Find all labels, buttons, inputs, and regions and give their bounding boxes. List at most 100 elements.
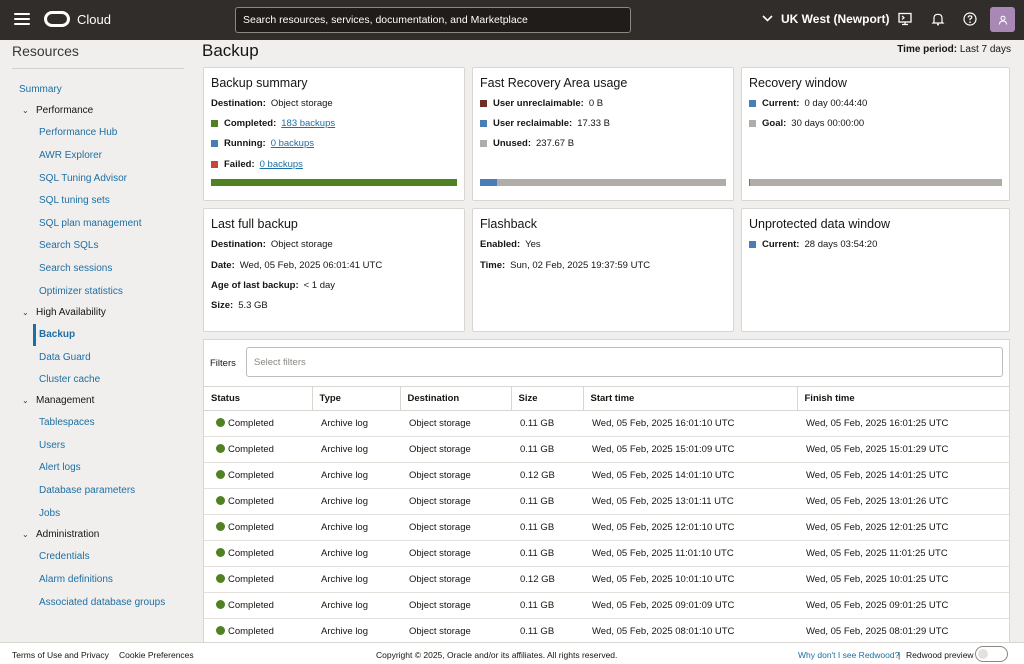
sidebar-item-sql-plan-management[interactable]: SQL plan management xyxy=(39,218,142,229)
cell-finish-time: Wed, 05 Feb, 2025 09:01:25 UTC xyxy=(797,592,1009,619)
sidebar-item-alert-logs[interactable]: Alert logs xyxy=(39,462,81,473)
sidebar-item-tablespaces[interactable]: Tablespaces xyxy=(39,417,95,428)
cell-start-time: Wed, 05 Feb, 2025 14:01:10 UTC xyxy=(583,462,797,489)
backup-summary-card: Backup summary Destination: Object stora… xyxy=(203,67,465,201)
status-label: Completed xyxy=(228,444,274,455)
cell-size: 0.11 GB xyxy=(511,410,583,437)
cell-size: 0.11 GB xyxy=(511,488,583,515)
time-row: Time: Sun, 02 Feb, 2025 19:37:59 UTC xyxy=(480,260,651,271)
chevron-down-icon xyxy=(762,14,773,25)
footer-separator: | xyxy=(898,650,901,660)
legend-swatch xyxy=(749,120,756,127)
cell-status: Completed xyxy=(204,488,312,515)
sidebar-item-search-sessions[interactable]: Search sessions xyxy=(39,263,113,274)
completed-backups-link[interactable]: 183 backups xyxy=(281,118,336,129)
time-period-label: Time period: xyxy=(897,44,958,55)
global-search-input[interactable]: Search resources, services, documentatio… xyxy=(235,7,631,33)
table-row[interactable]: Completed Archive log Object storage 0.11 G… xyxy=(204,592,1009,619)
unprotected-data-window-card: Unprotected data window Current: 28 days… xyxy=(741,208,1010,332)
sidebar-item-sql-tuning-advisor[interactable]: SQL Tuning Advisor xyxy=(39,173,128,184)
cell-size: 0.11 GB xyxy=(511,618,583,642)
column-header-destination[interactable]: Destination xyxy=(400,386,512,411)
help-icon[interactable] xyxy=(963,12,979,28)
sidebar-item-cluster-cache[interactable]: Cluster cache xyxy=(39,374,101,385)
column-header-size[interactable]: Size xyxy=(511,386,584,411)
legend-swatch xyxy=(749,100,756,107)
filters-input[interactable]: Select filters xyxy=(246,347,1003,377)
sidebar-item-sql-tuning-sets[interactable]: SQL tuning sets xyxy=(39,195,110,206)
table-row[interactable]: Completed Archive log Object storage 0.11 G… xyxy=(204,410,1009,437)
sidebar-item-backup[interactable]: Backup xyxy=(39,329,76,340)
recovery-window-bar xyxy=(749,179,1002,186)
redwood-preview-toggle[interactable] xyxy=(975,646,1008,662)
cell-destination: Object storage xyxy=(400,566,511,593)
table-row[interactable]: Completed Archive log Object storage 0.11 G… xyxy=(204,514,1009,541)
cloud-shell-icon[interactable] xyxy=(898,12,914,28)
card-title: Last full backup xyxy=(211,217,298,231)
sidebar-group-administration[interactable]: ⌄ Administration xyxy=(22,529,100,540)
backup-status-bar xyxy=(211,179,457,186)
terms-link[interactable]: Terms of Use and Privacy xyxy=(12,650,109,660)
sidebar-item-performance-hub[interactable]: Performance Hub xyxy=(39,127,118,138)
cell-destination: Object storage xyxy=(400,618,511,642)
redwood-question-link[interactable]: Why don't I see Redwood? xyxy=(798,650,900,660)
cell-status: Completed xyxy=(204,592,312,619)
cell-size: 0.11 GB xyxy=(511,436,583,463)
sidebar-item-database-parameters[interactable]: Database parameters xyxy=(39,485,136,496)
sidebar-group-high-availability[interactable]: ⌄ High Availability xyxy=(22,307,106,318)
main-content: Backup Time period: Last 7 days Backup s… xyxy=(194,40,1024,642)
sidebar-item-search-sqls[interactable]: Search SQLs xyxy=(39,240,99,251)
sidebar-item-summary[interactable]: Summary xyxy=(19,84,62,95)
menu-icon[interactable] xyxy=(14,13,30,27)
column-header-start-time[interactable]: Start time xyxy=(583,386,798,411)
user-icon xyxy=(998,15,1007,25)
chevron-down-icon: ⌄ xyxy=(22,106,29,115)
cell-finish-time: Wed, 05 Feb, 2025 13:01:26 UTC xyxy=(797,488,1009,515)
sidebar-item-optimizer-statistics[interactable]: Optimizer statistics xyxy=(39,286,123,297)
table-row[interactable]: Completed Archive log Object storage 0.11 G… xyxy=(204,488,1009,515)
sidebar-item-data-guard[interactable]: Data Guard xyxy=(39,352,91,363)
column-header-type[interactable]: Type xyxy=(312,386,401,411)
sidebar-item-alarm-definitions[interactable]: Alarm definitions xyxy=(39,574,113,585)
table-row[interactable]: Completed Archive log Object storage 0.11 G… xyxy=(204,436,1009,463)
notifications-icon[interactable] xyxy=(931,12,947,28)
cell-start-time: Wed, 05 Feb, 2025 15:01:09 UTC xyxy=(583,436,797,463)
failed-backups-link[interactable]: 0 backups xyxy=(259,159,303,170)
running-backups-link[interactable]: 0 backups xyxy=(270,138,314,149)
region-selector[interactable]: UK West (Newport) xyxy=(762,12,889,26)
sidebar-group-performance[interactable]: ⌄ Performance xyxy=(22,105,94,116)
table-row[interactable]: Completed Archive log Object storage 0.12 G… xyxy=(204,462,1009,489)
cell-type: Archive log xyxy=(312,436,400,463)
cell-size: 0.11 GB xyxy=(511,540,583,567)
table-row[interactable]: Completed Archive log Object storage 0.11 G… xyxy=(204,540,1009,567)
legend-swatch xyxy=(211,161,218,168)
user-avatar[interactable] xyxy=(990,7,1015,32)
table-row[interactable]: Completed Archive log Object storage 0.12 G… xyxy=(204,566,1009,593)
card-title: Fast Recovery Area usage xyxy=(480,76,628,90)
cell-status: Completed xyxy=(204,436,312,463)
cell-start-time: Wed, 05 Feb, 2025 16:01:10 UTC xyxy=(583,410,797,437)
sidebar-item-awr-explorer[interactable]: AWR Explorer xyxy=(39,150,102,161)
failed-row: Failed: 0 backups xyxy=(211,159,303,170)
destination-row: Destination: Object storage xyxy=(211,239,333,250)
toggle-knob xyxy=(978,649,988,659)
completed-row: Completed: 183 backups xyxy=(211,118,335,129)
cell-finish-time: Wed, 05 Feb, 2025 11:01:25 UTC xyxy=(797,540,1009,567)
table-row[interactable]: Completed Archive log Object storage 0.11 G… xyxy=(204,618,1009,642)
cell-size: 0.12 GB xyxy=(511,462,583,489)
sidebar-item-users[interactable]: Users xyxy=(39,440,66,451)
sidebar-item-jobs[interactable]: Jobs xyxy=(39,508,61,519)
column-header-finish-time[interactable]: Finish time xyxy=(797,386,1009,411)
sidebar-item-associated-database-groups[interactable]: Associated database groups xyxy=(39,597,166,608)
sidebar-group-management[interactable]: ⌄ Management xyxy=(22,395,95,406)
sidebar-item-credentials[interactable]: Credentials xyxy=(39,551,90,562)
oracle-logo[interactable]: Cloud xyxy=(44,11,111,27)
column-header-status[interactable]: Status xyxy=(204,386,313,411)
status-label: Completed xyxy=(228,548,274,559)
page-title: Backup xyxy=(202,41,259,60)
cookie-preferences-link[interactable]: Cookie Preferences xyxy=(119,650,194,660)
cell-status: Completed xyxy=(204,540,312,567)
destination-row: Destination: Object storage xyxy=(211,98,333,109)
cell-start-time: Wed, 05 Feb, 2025 08:01:10 UTC xyxy=(583,618,797,642)
status-label: Completed xyxy=(228,496,274,507)
